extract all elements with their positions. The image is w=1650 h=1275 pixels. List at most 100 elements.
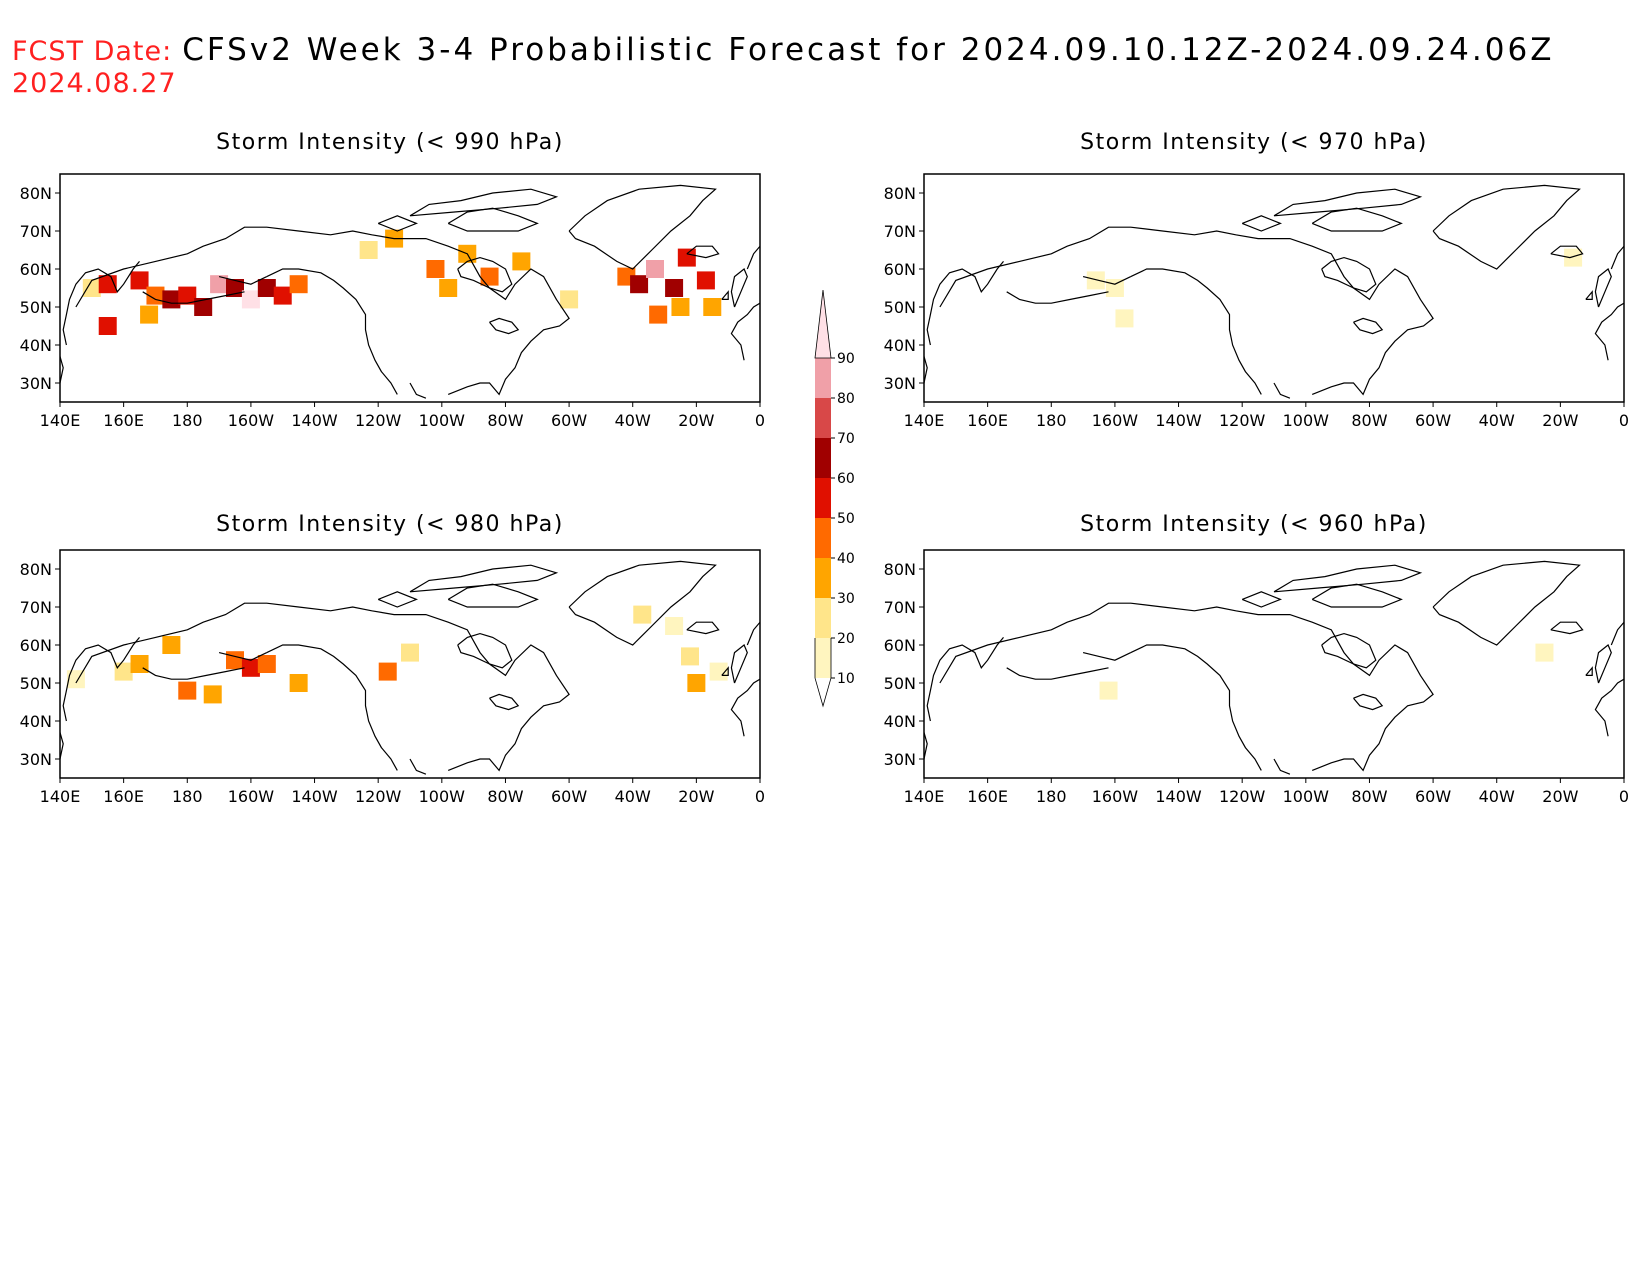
map-panel-990: 80N 70N 60N 50N 40N 30N 140E 160E 180 160W 140W 120… bbox=[20, 173, 765, 430]
prob-cell bbox=[359, 241, 378, 259]
lon-tick-label: 180 bbox=[1036, 787, 1067, 806]
colorbar-tick-label: 30 bbox=[837, 591, 855, 607]
prob-cell bbox=[178, 681, 197, 700]
prob-cell bbox=[1115, 309, 1134, 328]
probability-colorbar: 10 20 30 40 50 60 70 80 90 bbox=[814, 289, 855, 708]
lat-tick-label: 30N bbox=[884, 750, 916, 769]
colorbar-segment bbox=[815, 638, 831, 678]
lat-tick-label: 60N bbox=[20, 636, 52, 655]
lon-tick-label: 80W bbox=[1351, 787, 1387, 806]
lon-tick-label: 140E bbox=[904, 411, 945, 430]
prob-cell bbox=[633, 605, 652, 624]
lon-tick-label: 160E bbox=[103, 411, 144, 430]
plot-frame bbox=[59, 173, 761, 403]
colorbar-segment bbox=[815, 518, 831, 558]
coastlines bbox=[924, 184, 1624, 399]
lat-tick-label: 70N bbox=[884, 598, 916, 617]
prob-cell bbox=[687, 674, 706, 692]
panel-title-980: Storm Intensity (< 980 hPa) bbox=[216, 512, 564, 537]
lon-tick-label: 60W bbox=[551, 787, 587, 806]
figure-header: FCST Date: CFSv2 Week 3-4 Probabilistic F… bbox=[12, 32, 1554, 68]
lat-tick-label: 40N bbox=[20, 336, 52, 355]
lat-tick-label: 60N bbox=[884, 636, 916, 655]
prob-cell bbox=[671, 298, 690, 316]
prob-cell bbox=[203, 685, 222, 704]
lat-tick-label: 30N bbox=[20, 374, 52, 393]
prob-cell bbox=[273, 286, 292, 305]
lon-tick-label: 160W bbox=[228, 787, 275, 806]
lat-tick-label: 50N bbox=[20, 298, 52, 317]
prob-cell bbox=[646, 260, 664, 278]
lat-tick-label: 30N bbox=[20, 750, 52, 769]
lon-tick-label: 160W bbox=[228, 411, 275, 430]
lon-tick-label: 60W bbox=[1415, 411, 1451, 430]
lon-tick-label: 160W bbox=[1092, 787, 1139, 806]
lon-tick-label: 80W bbox=[1351, 411, 1387, 430]
lon-tick-label: 180 bbox=[172, 787, 203, 806]
prob-cell bbox=[665, 617, 684, 635]
colorbar-segment bbox=[815, 598, 831, 638]
lat-tick-label: 80N bbox=[20, 184, 52, 203]
lon-tick-label: 40W bbox=[615, 787, 651, 806]
lon-tick-label: 120W bbox=[355, 787, 402, 806]
prob-cell bbox=[140, 305, 159, 324]
prob-cell bbox=[480, 267, 499, 286]
lon-tick-label: 60W bbox=[551, 411, 587, 430]
colorbar-segment bbox=[815, 358, 831, 398]
colorbar-tick-label: 20 bbox=[837, 631, 855, 647]
prob-cell bbox=[630, 275, 649, 294]
lat-tick-label: 50N bbox=[884, 298, 916, 317]
prob-cell bbox=[194, 298, 213, 316]
lon-tick-label: 60W bbox=[1415, 787, 1451, 806]
plot-frame bbox=[923, 549, 1625, 779]
lon-tick-label: 40W bbox=[1479, 787, 1515, 806]
colorbar-tick-label: 10 bbox=[837, 671, 855, 687]
lon-tick-label: 0 bbox=[1619, 787, 1629, 806]
prob-cell bbox=[289, 275, 308, 294]
lon-tick-label: 0 bbox=[1619, 411, 1629, 430]
prob-cell bbox=[1564, 248, 1583, 267]
colorbar-segment bbox=[815, 478, 831, 518]
lon-tick-label: 20W bbox=[678, 411, 714, 430]
prob-cell bbox=[98, 317, 117, 335]
colorbar-tick-label: 70 bbox=[837, 431, 855, 447]
colorbar-segment bbox=[815, 558, 831, 598]
lon-tick-label: 160W bbox=[1092, 411, 1139, 430]
prob-cell bbox=[226, 651, 244, 670]
lon-tick-label: 140E bbox=[40, 411, 81, 430]
panel-title-970: Storm Intensity (< 970 hPa) bbox=[1080, 130, 1428, 155]
colorbar-tick-label: 40 bbox=[837, 551, 855, 567]
lat-tick-label: 70N bbox=[20, 222, 52, 241]
lat-tick-label: 70N bbox=[20, 598, 52, 617]
panel-title-960: Storm Intensity (< 960 hPa) bbox=[1080, 512, 1428, 537]
prob-cell bbox=[257, 279, 276, 297]
prob-cell bbox=[1086, 271, 1105, 290]
lon-tick-label: 160E bbox=[967, 787, 1008, 806]
map-panel-970: 80N 70N 60N 50N 40N 30N 140E 160E 180 160W 140W 120… bbox=[884, 173, 1629, 430]
prob-cell bbox=[696, 271, 715, 290]
colorbar-tick-label: 90 bbox=[837, 351, 855, 367]
prob-cell bbox=[703, 298, 722, 316]
lat-tick-label: 80N bbox=[20, 560, 52, 579]
lat-tick-label: 80N bbox=[884, 184, 916, 203]
prob-cell bbox=[426, 260, 445, 278]
lon-tick-label: 120W bbox=[1219, 411, 1266, 430]
prob-cell bbox=[1099, 681, 1118, 700]
prob-cell bbox=[709, 662, 728, 681]
prob-cell bbox=[560, 290, 579, 309]
figure-title: CFSv2 Week 3-4 Probabilistic Forecast fo… bbox=[182, 32, 1555, 68]
plot-frame bbox=[923, 173, 1625, 403]
prob-cell bbox=[1535, 643, 1554, 662]
lon-tick-label: 140E bbox=[904, 787, 945, 806]
lon-tick-label: 100W bbox=[1283, 787, 1330, 806]
lon-tick-label: 100W bbox=[419, 411, 466, 430]
colorbar-tick-label: 60 bbox=[837, 471, 855, 487]
lon-tick-label: 100W bbox=[1283, 411, 1330, 430]
lat-tick-label: 40N bbox=[884, 336, 916, 355]
prob-cell bbox=[114, 662, 133, 681]
lat-tick-label: 80N bbox=[884, 560, 916, 579]
lon-tick-label: 140W bbox=[291, 411, 338, 430]
lon-tick-label: 140E bbox=[40, 787, 81, 806]
lon-tick-label: 20W bbox=[1542, 787, 1578, 806]
prob-cell bbox=[130, 271, 149, 290]
